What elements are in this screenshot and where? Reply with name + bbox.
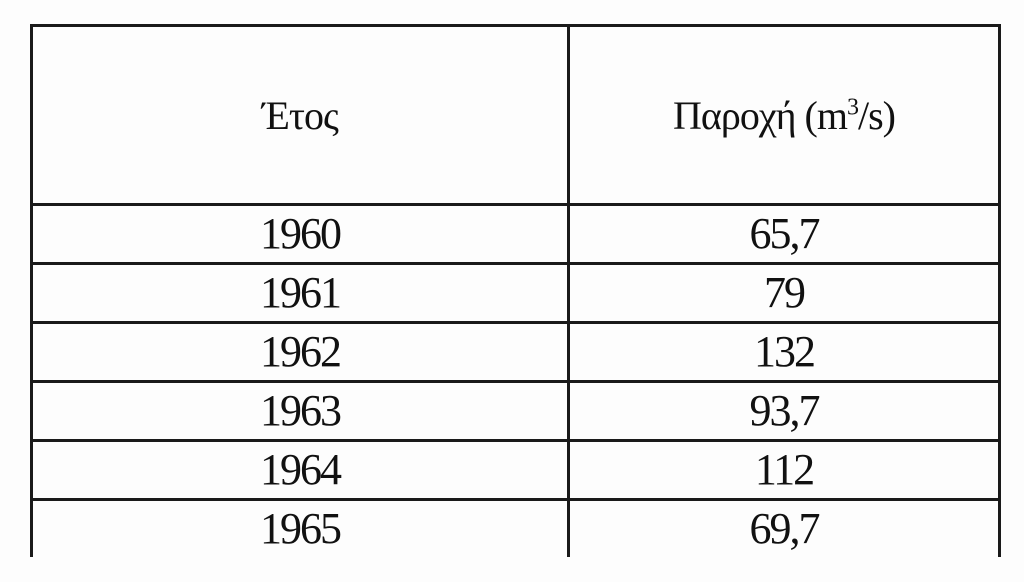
cell-flow: 93,7 — [567, 380, 1001, 442]
table-row: 1963 93,7 — [30, 380, 1001, 442]
cell-year: 1963 — [30, 380, 570, 442]
cell-year: 1964 — [30, 439, 570, 501]
cell-flow: 132 — [567, 321, 1001, 383]
header-year: Έτος — [30, 24, 570, 206]
table-header: Έτος Παροχή (m3/s) — [30, 24, 1001, 206]
table-row: 1962 132 — [30, 321, 1001, 383]
header-flow-prefix: Παροχή (m — [673, 92, 848, 138]
cell-flow: 112 — [567, 439, 1001, 501]
table-row: 1965 69,7 — [30, 498, 1001, 557]
flow-table: Έτος Παροχή (m3/s) 1960 65,7 1961 79 196… — [30, 24, 1001, 557]
table-row: 1960 65,7 — [30, 203, 1001, 265]
header-flow: Παροχή (m3/s) — [567, 24, 1001, 206]
cell-year: 1962 — [30, 321, 570, 383]
header-row: Έτος Παροχή (m3/s) — [30, 24, 1001, 206]
table-row: 1964 112 — [30, 439, 1001, 501]
cell-flow: 69,7 — [567, 498, 1001, 557]
cell-year: 1960 — [30, 203, 570, 265]
cell-flow: 79 — [567, 262, 1001, 324]
cell-year: 1961 — [30, 262, 570, 324]
header-flow-exponent: 3 — [846, 94, 859, 121]
table-body: 1960 65,7 1961 79 1962 132 1963 93,7 196… — [30, 203, 1001, 557]
cell-year: 1965 — [30, 498, 570, 557]
cell-flow: 65,7 — [567, 203, 1001, 265]
table-row: 1961 79 — [30, 262, 1001, 324]
header-flow-suffix: /s) — [857, 92, 896, 138]
